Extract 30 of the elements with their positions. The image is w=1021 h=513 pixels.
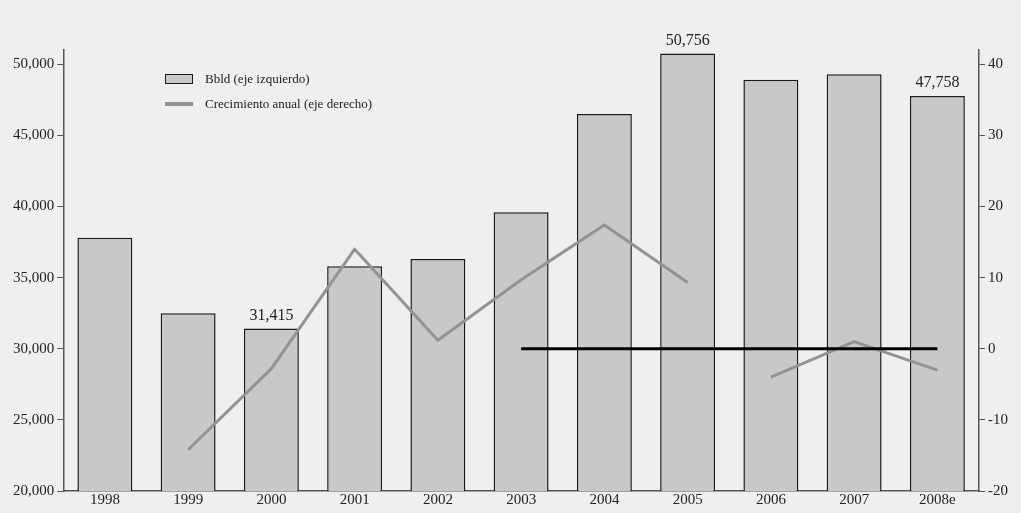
x-tick-label: 1998 bbox=[89, 490, 120, 507]
y-tick-label: 35,000 bbox=[13, 268, 55, 285]
x-tick-label: 2001 bbox=[339, 490, 370, 507]
x-tick-label: 2005 bbox=[672, 490, 703, 507]
y2-tick-label: 40 bbox=[988, 55, 1003, 72]
x-tick-label: 2007 bbox=[839, 490, 870, 507]
y-tick-label: 45,000 bbox=[13, 126, 55, 143]
y-tick-label: 20,000 bbox=[13, 481, 55, 498]
x-tick-label: 2002 bbox=[422, 490, 453, 507]
data-label: 47,758 bbox=[915, 73, 960, 91]
y2-tick-label: 20 bbox=[988, 197, 1003, 214]
x-tick-label: 2006 bbox=[755, 490, 787, 507]
y2-tick-label: 10 bbox=[988, 268, 1003, 285]
y2-tick-label: -10 bbox=[988, 410, 1008, 427]
y2-tick-label: -20 bbox=[988, 481, 1008, 498]
y-tick-label: 40,000 bbox=[13, 197, 55, 214]
x-tick-label: 1999 bbox=[173, 490, 204, 507]
x-tick-label: 2000 bbox=[256, 490, 287, 507]
legend-label: Crecimiento anual (eje derecho) bbox=[205, 95, 373, 112]
data-label: 50,756 bbox=[665, 30, 710, 48]
x-tick-label: 2004 bbox=[589, 490, 620, 507]
x-tick-label: 2008e bbox=[919, 490, 957, 507]
data-label: 31,415 bbox=[249, 305, 294, 323]
legend-label: Bbld (eje izquierdo) bbox=[205, 70, 310, 87]
y-tick-label: 50,000 bbox=[13, 55, 55, 72]
y2-tick-label: 0 bbox=[988, 339, 996, 356]
y-tick-label: 25,000 bbox=[13, 410, 55, 427]
y2-tick-label: 30 bbox=[988, 126, 1003, 143]
y-tick-label: 30,000 bbox=[13, 339, 55, 356]
x-tick-label: 2003 bbox=[506, 490, 537, 507]
